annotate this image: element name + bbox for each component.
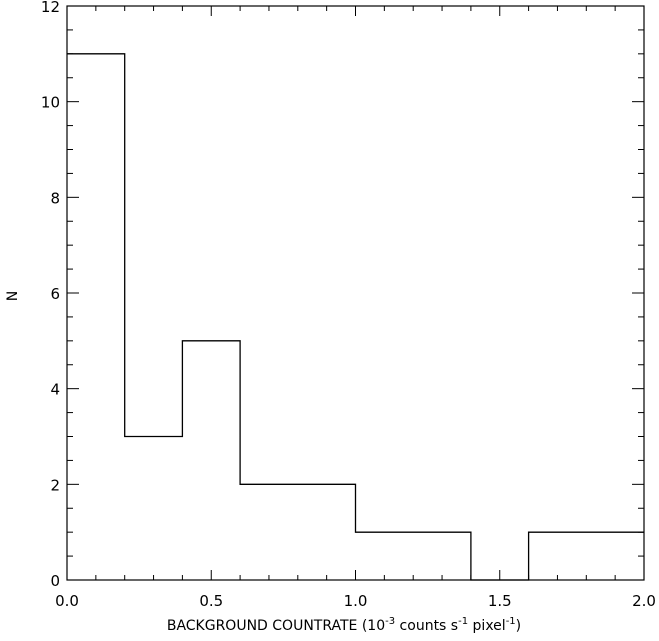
y-tick-label: 12 xyxy=(41,0,60,16)
x-axis-label-exp3: -1 xyxy=(506,616,516,627)
y-tick-label: 2 xyxy=(50,476,60,494)
histogram-step-line xyxy=(67,53,644,581)
x-axis-label-counts: counts s xyxy=(395,618,458,634)
x-axis-label-pixel: pixel xyxy=(468,618,506,634)
x-tick-label: 2.0 xyxy=(632,592,656,610)
y-tick-label: 6 xyxy=(50,285,60,303)
x-tick-label: 0.5 xyxy=(199,592,223,610)
x-axis-label-close: ) xyxy=(516,618,521,634)
y-tick-label: 0 xyxy=(50,572,60,590)
x-axis-label-main: BACKGROUND COUNTRATE (10 xyxy=(167,618,385,634)
x-axis-label: BACKGROUND COUNTRATE (10-3 counts s-1 pi… xyxy=(167,616,521,634)
x-axis-label-exp2: -1 xyxy=(458,616,468,627)
x-tick-label: 1.0 xyxy=(344,592,368,610)
x-axis-label-exp1: -3 xyxy=(385,616,395,627)
y-axis-label: N xyxy=(5,291,21,301)
y-tick-label: 4 xyxy=(50,381,60,399)
axis-ticks xyxy=(66,5,645,581)
tick-labels: 0.0 0.5 1.0 1.5 2.0 0 2 4 6 8 10 12 xyxy=(41,0,656,610)
y-tick-label: 10 xyxy=(41,94,60,112)
plot-frame xyxy=(66,5,645,581)
x-tick-label: 0.0 xyxy=(55,592,79,610)
x-tick-label: 1.5 xyxy=(488,592,512,610)
y-tick-label: 8 xyxy=(50,189,60,207)
